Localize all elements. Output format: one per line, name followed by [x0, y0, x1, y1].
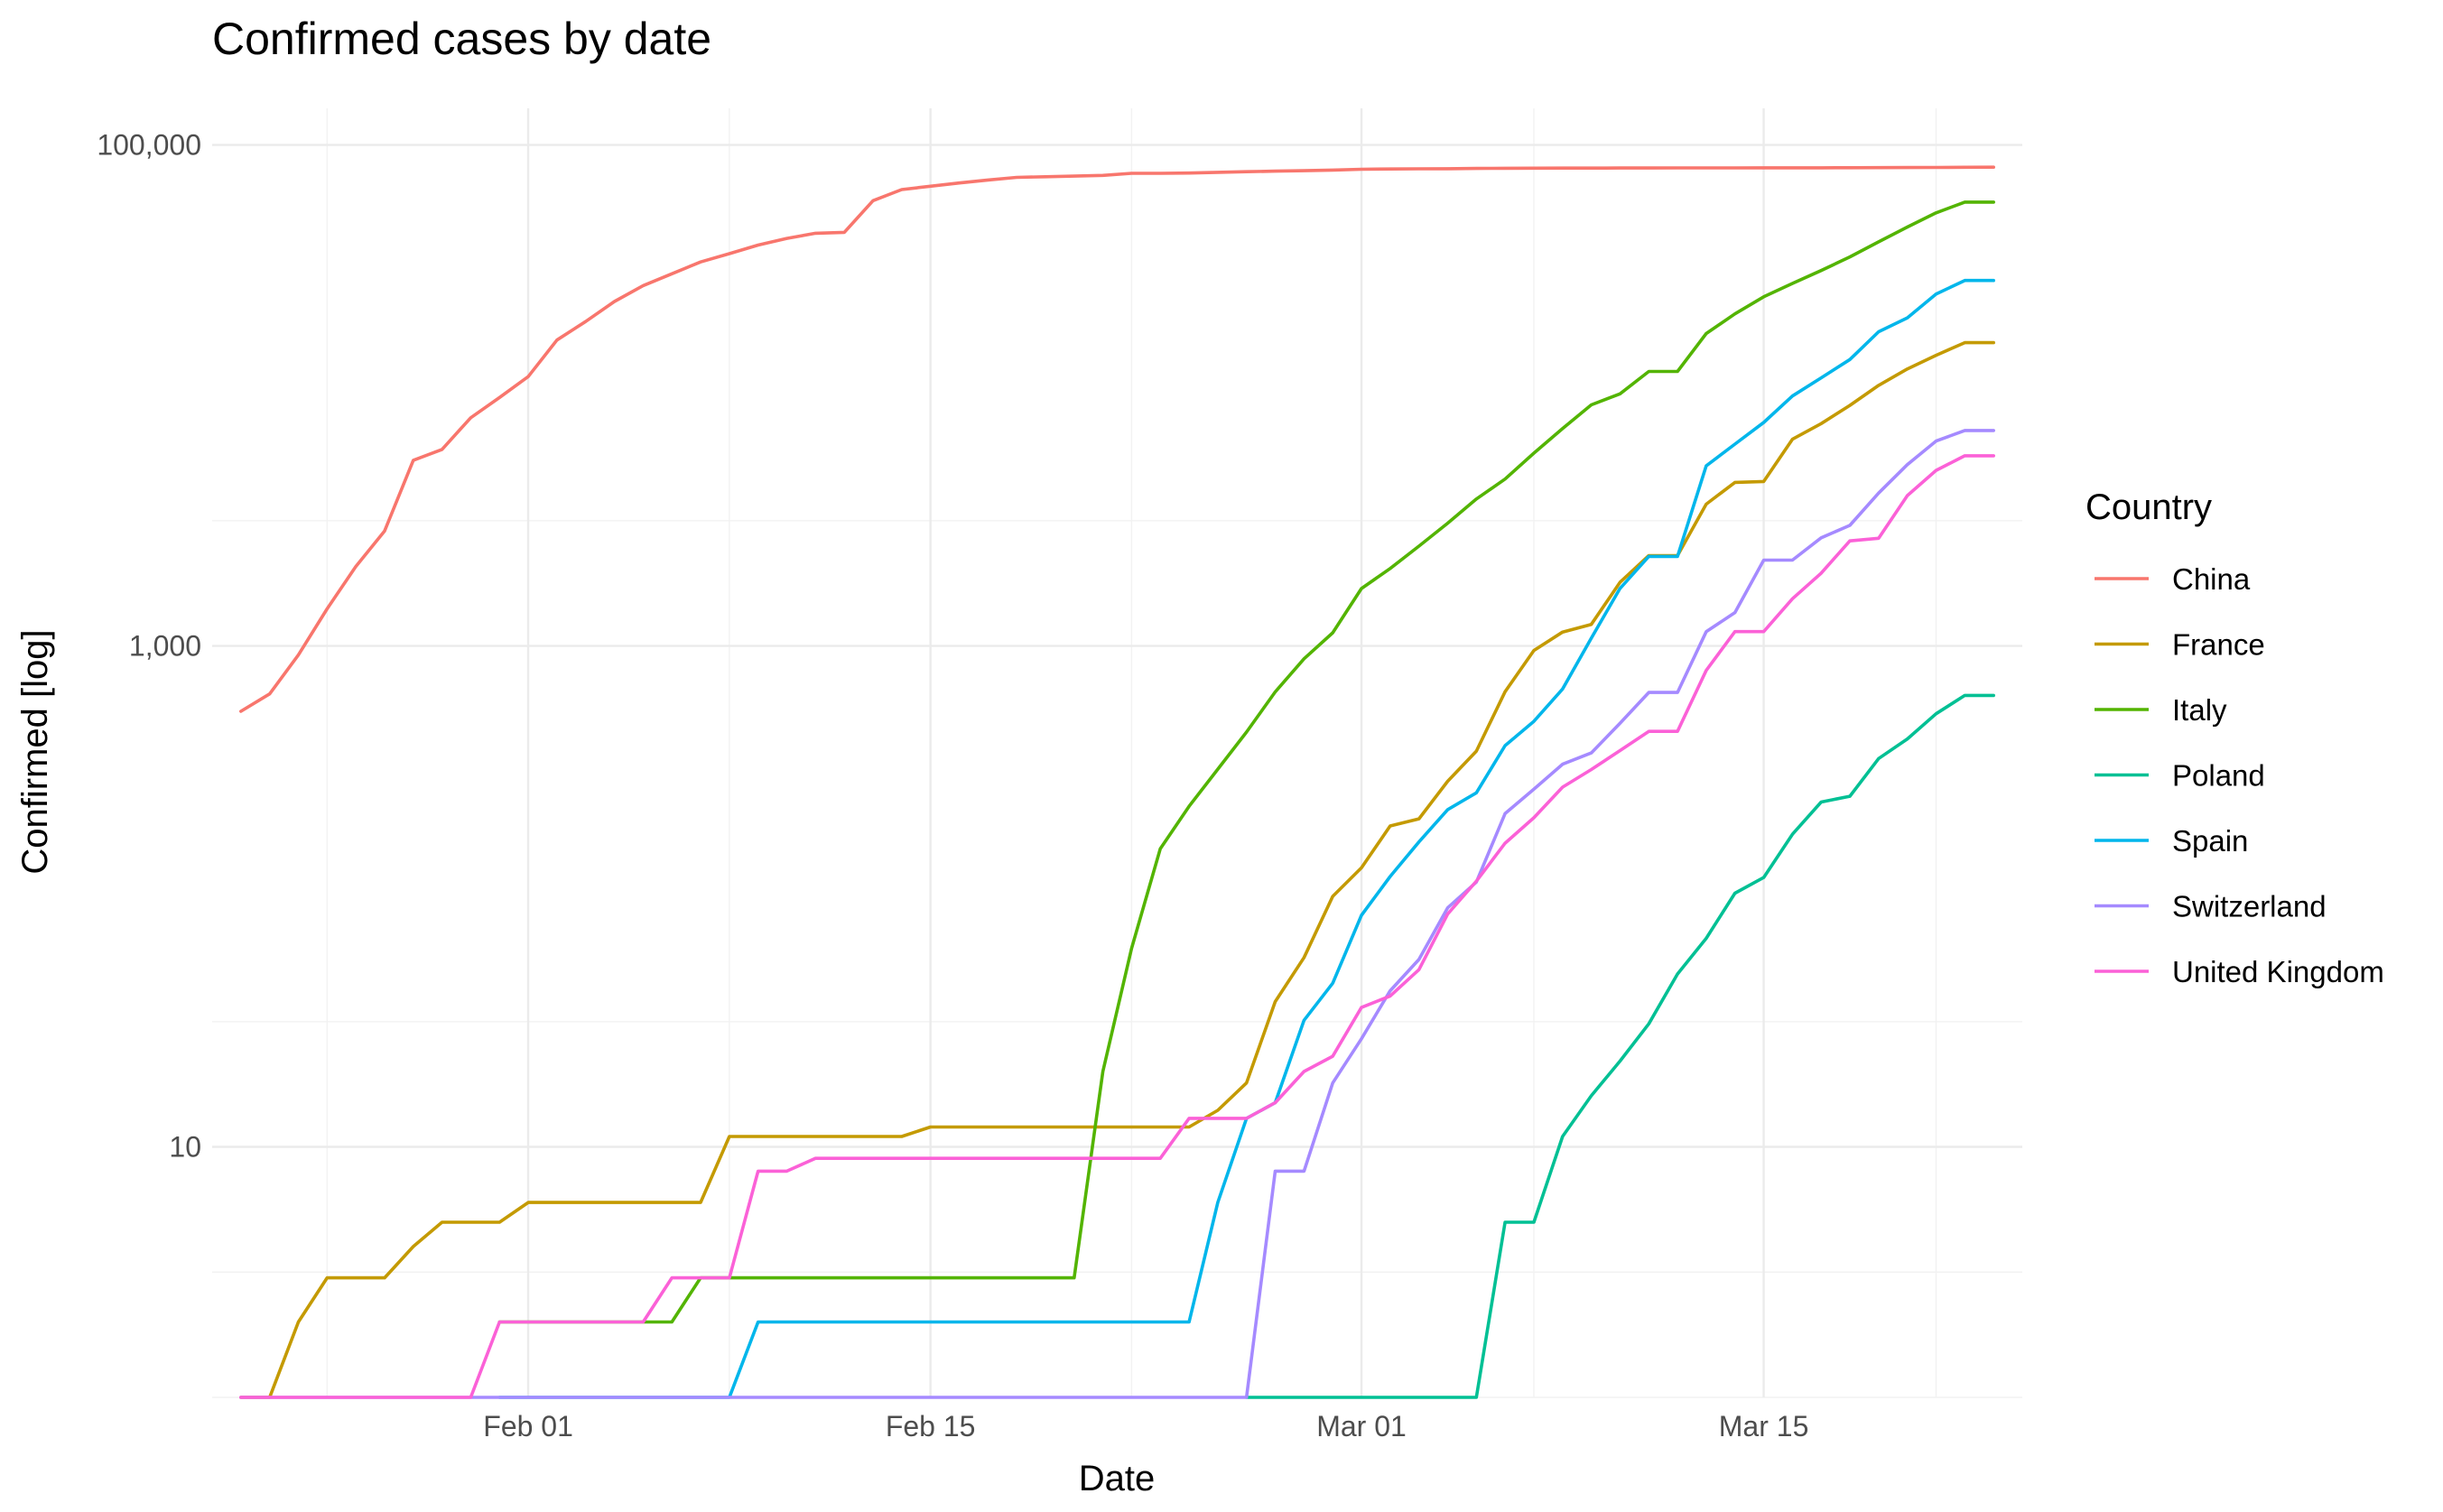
chart-title: Confirmed cases by date	[212, 14, 711, 64]
legend-item-spain: Spain	[2095, 824, 2248, 858]
x-axis-title: Date	[1079, 1459, 1156, 1498]
series-line-switzerland	[238, 429, 1995, 1399]
legend-title: Country	[2085, 487, 2212, 527]
x-tick-label: Mar 15	[1719, 1410, 1809, 1442]
legend-label-united-kingdom: United Kingdom	[2172, 955, 2384, 988]
grid-major	[212, 108, 2022, 1397]
series-line-france	[238, 340, 1995, 1399]
legend-label-china: China	[2172, 562, 2251, 596]
y-axis-title: Confirmed [log]	[15, 629, 55, 874]
legend: Country China France Italy Poland Spain Switz…	[2085, 487, 2384, 988]
series-line-poland	[1244, 693, 1995, 1399]
legend-label-switzerland: Switzerland	[2172, 890, 2327, 923]
y-tick-label: 10	[169, 1131, 201, 1164]
legend-item-switzerland: Switzerland	[2095, 890, 2327, 923]
legend-label-france: France	[2172, 628, 2265, 662]
legend-item-china: China	[2095, 562, 2251, 596]
grid-minor-y	[212, 520, 2022, 1398]
y-axis-ticks: 10 1,000 100,000	[97, 129, 201, 1164]
legend-label-spain: Spain	[2172, 824, 2248, 858]
x-tick-label: Mar 01	[1316, 1410, 1407, 1442]
x-tick-label: Feb 01	[483, 1410, 573, 1442]
series-line-italy	[497, 200, 1995, 1324]
x-axis-ticks: Feb 01 Feb 15 Mar 01 Mar 15	[483, 1410, 1808, 1442]
legend-label-italy: Italy	[2172, 693, 2227, 727]
series-layer	[238, 165, 1995, 1399]
series-line-spain	[497, 278, 1995, 1399]
y-tick-label: 100,000	[97, 129, 201, 162]
grid-minor-x	[326, 108, 1937, 1397]
series-line-china	[238, 165, 1995, 713]
legend-item-italy: Italy	[2095, 693, 2227, 727]
series-line-united-kingdom	[238, 454, 1995, 1399]
legend-item-united-kingdom: United Kingdom	[2095, 955, 2384, 988]
x-tick-label: Feb 15	[886, 1410, 976, 1442]
legend-items: China France Italy Poland Spain Switzerland Un…	[2095, 562, 2384, 988]
legend-label-poland: Poland	[2172, 759, 2265, 793]
legend-item-france: France	[2095, 628, 2265, 662]
y-tick-label: 1,000	[129, 630, 201, 663]
legend-item-poland: Poland	[2095, 759, 2265, 793]
